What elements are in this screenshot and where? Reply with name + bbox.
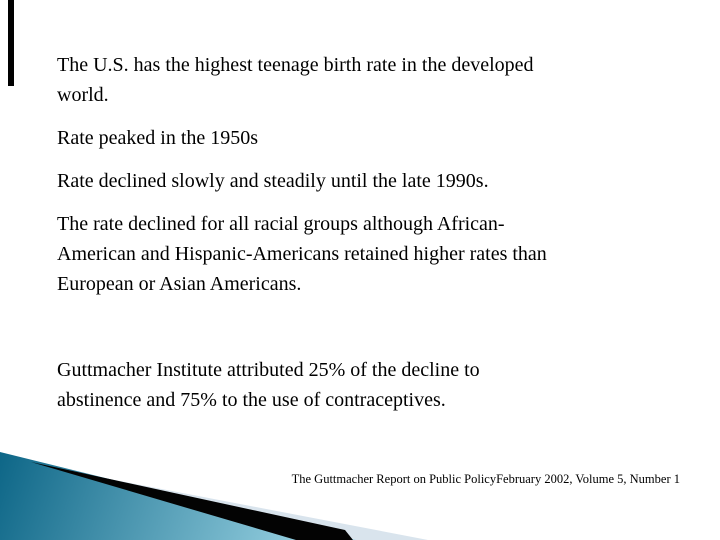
paragraph-line: Guttmacher Institute attributed 25% of t… bbox=[57, 359, 480, 381]
paragraph: The U.S. has the highest teenage birth r… bbox=[57, 50, 687, 110]
paragraph-line: The rate declined for all racial groups … bbox=[57, 213, 505, 235]
paragraph-line: world. bbox=[57, 84, 109, 106]
top-left-accent-bar bbox=[8, 0, 14, 86]
footer-citation: The Guttmacher Report on Public PolicyFe… bbox=[291, 472, 680, 486]
paragraph: The rate declined for all racial groups … bbox=[57, 209, 687, 299]
paragraph-line: European or Asian Americans. bbox=[57, 273, 302, 295]
paragraph-line: The U.S. has the highest teenage birth r… bbox=[57, 54, 534, 76]
paragraph: Rate declined slowly and steadily until … bbox=[57, 166, 687, 196]
paragraph: Guttmacher Institute attributed 25% of t… bbox=[57, 355, 687, 415]
slide-body-text: The U.S. has the highest teenage birth r… bbox=[57, 50, 687, 428]
black-stripe-shape bbox=[31, 462, 353, 540]
paragraph-line: Rate declined slowly and steadily until … bbox=[57, 170, 489, 192]
bottom-left-decorative-wedge bbox=[0, 452, 428, 540]
paragraph-line: abstinence and 75% to the use of contrac… bbox=[57, 389, 446, 411]
paragraph-line: Rate peaked in the 1950s bbox=[57, 127, 259, 149]
paragraph-spacer bbox=[57, 312, 687, 355]
paragraph: Rate peaked in the 1950s bbox=[57, 123, 687, 153]
paragraph-line: American and Hispanic-Americans retained… bbox=[57, 243, 547, 265]
